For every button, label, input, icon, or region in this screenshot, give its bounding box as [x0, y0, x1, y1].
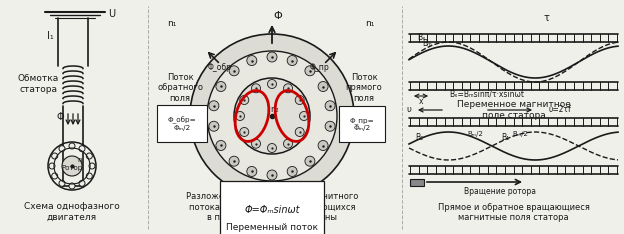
Text: Bₘ/2: Bₘ/2: [512, 131, 528, 137]
Circle shape: [267, 170, 277, 180]
Text: Φ_пр=
Φₘ/2: Φ_пр= Φₘ/2: [349, 117, 374, 131]
Text: Φ=Φₘsinωt: Φ=Φₘsinωt: [244, 205, 300, 215]
Circle shape: [283, 139, 293, 148]
Circle shape: [89, 163, 95, 169]
Text: Bₓ=Bₘsinπ/τ·xsinωt: Bₓ=Bₘsinπ/τ·xsinωt: [449, 89, 525, 99]
Text: Ротор: Ротор: [61, 165, 82, 171]
Text: Обмотка
статора: Обмотка статора: [17, 74, 59, 94]
Text: Φ_обр: Φ_обр: [208, 63, 232, 73]
Text: Φ: Φ: [56, 112, 64, 122]
Circle shape: [86, 173, 92, 179]
Circle shape: [52, 153, 57, 159]
Circle shape: [325, 101, 335, 111]
Circle shape: [229, 156, 239, 166]
Circle shape: [216, 140, 226, 150]
Text: Φ_обр=
Φₘ/2: Φ_обр= Φₘ/2: [168, 117, 197, 131]
Circle shape: [300, 111, 308, 121]
Text: n: n: [78, 157, 82, 163]
Text: Прямое и обратное вращающиеся
магнитные поля статора: Прямое и обратное вращающиеся магнитные …: [437, 203, 590, 222]
Circle shape: [325, 121, 335, 131]
Circle shape: [305, 66, 315, 76]
Circle shape: [216, 81, 226, 91]
Circle shape: [235, 111, 245, 121]
Circle shape: [79, 180, 85, 186]
Circle shape: [295, 95, 305, 105]
Text: B₂: B₂: [415, 134, 423, 143]
Circle shape: [209, 101, 219, 111]
Circle shape: [52, 173, 57, 179]
Text: Переменный поток: Переменный поток: [226, 223, 318, 233]
Text: Bₘ: Bₘ: [422, 40, 432, 48]
Circle shape: [295, 128, 305, 136]
Text: Φ_пр: Φ_пр: [310, 63, 330, 73]
Circle shape: [240, 95, 249, 105]
Text: Разложение переменного  магнитного
потока статора на два вращающихся
в противопо: Разложение переменного магнитного потока…: [186, 192, 358, 222]
Circle shape: [251, 139, 260, 148]
Text: Схема однофазного
двигателя: Схема однофазного двигателя: [24, 202, 120, 222]
Circle shape: [318, 140, 328, 150]
Text: υ=2τf: υ=2τf: [548, 106, 572, 114]
Circle shape: [59, 146, 65, 152]
Circle shape: [209, 121, 219, 131]
Circle shape: [190, 34, 354, 198]
Text: B₁: B₁: [501, 134, 509, 143]
Text: Поток
прямого
поля: Поток прямого поля: [346, 73, 383, 103]
Circle shape: [79, 146, 85, 152]
Bar: [410, 179, 424, 186]
Circle shape: [240, 128, 249, 136]
Circle shape: [287, 166, 297, 176]
Text: I₁: I₁: [47, 31, 54, 41]
Circle shape: [69, 143, 75, 149]
Circle shape: [62, 156, 82, 176]
Circle shape: [247, 166, 257, 176]
Text: Φ: Φ: [274, 11, 283, 21]
Text: x: x: [419, 96, 423, 106]
Circle shape: [283, 84, 293, 93]
Circle shape: [49, 163, 55, 169]
Text: n₁: n₁: [365, 19, 374, 29]
Circle shape: [318, 81, 328, 91]
Circle shape: [59, 180, 65, 186]
Circle shape: [69, 183, 75, 189]
Circle shape: [229, 66, 239, 76]
Text: n₁: n₁: [167, 19, 177, 29]
Circle shape: [305, 156, 315, 166]
Text: υ: υ: [406, 106, 411, 114]
Circle shape: [207, 51, 337, 181]
Text: Bₘ/2: Bₘ/2: [467, 131, 483, 137]
Text: n₂: n₂: [271, 106, 280, 114]
Circle shape: [287, 55, 297, 66]
Text: Переменное магнитное
поле статора: Переменное магнитное поле статора: [457, 100, 570, 120]
Text: Bₓ: Bₓ: [417, 33, 425, 41]
Text: Поток
обратного
поля: Поток обратного поля: [157, 73, 203, 103]
Circle shape: [267, 52, 277, 62]
Text: Вращение ротора: Вращение ротора: [464, 186, 536, 195]
Circle shape: [247, 55, 257, 66]
Circle shape: [268, 143, 276, 153]
Circle shape: [268, 80, 276, 88]
Circle shape: [234, 78, 310, 154]
Text: τ: τ: [544, 13, 550, 23]
Circle shape: [251, 84, 260, 93]
Circle shape: [86, 153, 92, 159]
Text: U: U: [108, 9, 115, 19]
